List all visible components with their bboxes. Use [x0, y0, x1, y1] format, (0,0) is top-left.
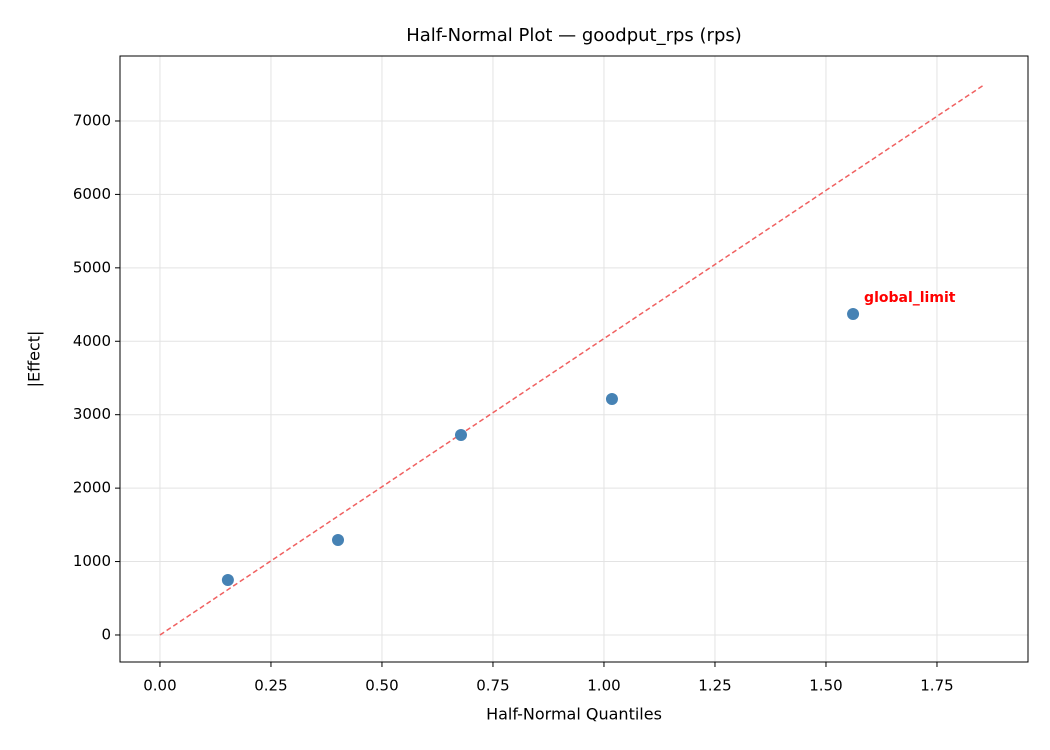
y-tick-label: 1000: [73, 552, 111, 570]
point: [605, 392, 618, 405]
point: [847, 307, 860, 320]
chart-title: Half-Normal Plot — goodput_rps (rps): [406, 25, 742, 46]
y-tick-label: 5000: [73, 258, 111, 276]
x-tick-label: 0.50: [365, 677, 398, 695]
y-tick-label: 7000: [73, 111, 111, 129]
plot-frame: [119, 55, 1029, 663]
x-tick-label: 1.00: [587, 677, 620, 695]
x-tick-label: 0.00: [143, 677, 176, 695]
point: [332, 533, 345, 546]
y-tick-label: 3000: [73, 405, 111, 423]
x-tick-label: 1.75: [920, 677, 953, 695]
point: [454, 428, 467, 441]
x-tick-label: 0.75: [476, 677, 509, 695]
y-axis-label: |Effect|: [25, 331, 44, 388]
y-tick-label: 6000: [73, 185, 111, 203]
x-tick-label: 1.25: [698, 677, 731, 695]
x-tick-label: 1.50: [809, 677, 842, 695]
x-tick-label: 0.25: [254, 677, 287, 695]
y-tick-label: 2000: [73, 479, 111, 497]
point: [221, 573, 234, 586]
y-tick-label: 0: [101, 625, 111, 643]
y-tick-label: 4000: [73, 332, 111, 350]
annotation: global_limit: [864, 290, 956, 306]
x-axis-label: Half-Normal Quantiles: [486, 705, 662, 724]
reference-line: [159, 83, 986, 636]
